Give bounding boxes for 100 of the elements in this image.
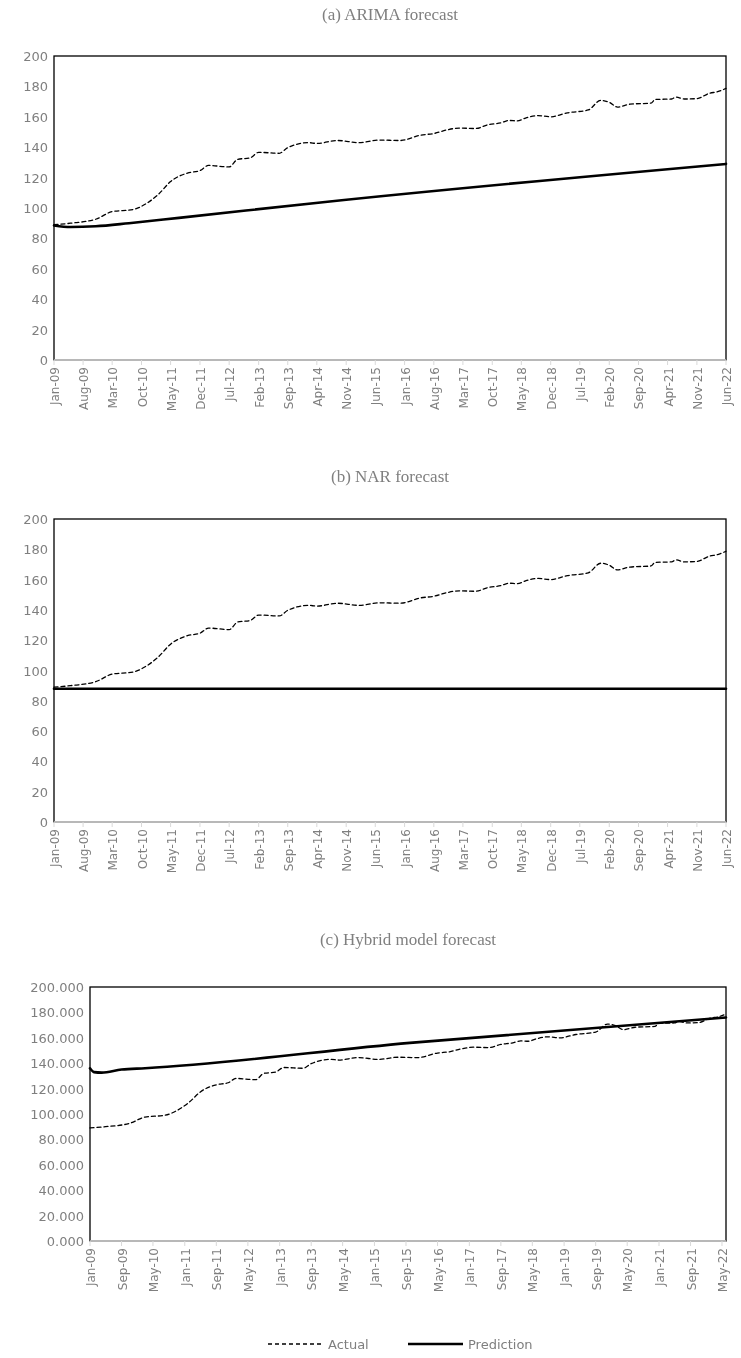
- y-tick-label: 0.000: [46, 1234, 84, 1249]
- y-tick-label: 0: [39, 353, 48, 368]
- legend-label: Prediction: [468, 1337, 533, 1352]
- x-tick-label: Sep-15: [399, 1248, 414, 1291]
- x-tick-label: Nov-21: [690, 367, 705, 410]
- x-tick-label: Dec-18: [544, 367, 559, 410]
- y-tick-label: 180: [23, 542, 48, 558]
- x-tick-label: Jul-12: [223, 367, 238, 403]
- x-tick-label: May-14: [336, 1248, 351, 1293]
- x-tick-label: Sep-20: [632, 367, 647, 410]
- x-tick-label: Feb-13: [252, 829, 267, 870]
- x-tick-label: May-11: [164, 829, 179, 874]
- x-tick-label: Jan-13: [273, 1248, 288, 1288]
- y-tick-label: 40: [31, 292, 48, 308]
- y-tick-label: 20: [31, 784, 48, 800]
- x-tick-label: Sep-19: [589, 1248, 604, 1291]
- x-tick-label: Oct-10: [135, 829, 150, 870]
- x-tick-label: Sep-13: [281, 829, 296, 872]
- y-tick-label: 120: [23, 170, 48, 186]
- x-tick-label: Jan-16: [398, 829, 413, 869]
- x-tick-label: Feb-13: [252, 367, 267, 408]
- x-tick-label: Jan-19: [558, 1248, 573, 1288]
- y-tick-label: 160: [23, 572, 48, 588]
- x-tick-label: Apr-14: [310, 829, 325, 869]
- y-tick-label: 200.000: [30, 980, 84, 995]
- y-tick-label: 180: [23, 79, 48, 95]
- y-tick-label: 20.000: [38, 1208, 84, 1224]
- x-tick-label: Aug-16: [427, 367, 442, 411]
- x-tick-label: Mar-10: [106, 829, 121, 871]
- x-tick-label: Feb-20: [603, 829, 618, 870]
- x-tick-label: Jul-12: [223, 829, 238, 865]
- x-tick-label: Jan-21: [653, 1248, 668, 1288]
- x-tick-label: May-12: [241, 1248, 256, 1293]
- x-tick-label: Aug-09: [77, 829, 92, 873]
- chart-title: (b) NAR forecast: [330, 467, 450, 486]
- y-tick-label: 0: [39, 815, 48, 830]
- y-tick-label: 40.000: [38, 1183, 84, 1199]
- x-tick-label: Jan-09: [48, 829, 62, 869]
- x-tick-label: Sep-13: [281, 367, 296, 410]
- x-tick-label: Dec-11: [193, 367, 208, 410]
- y-tick-label: 60.000: [38, 1157, 84, 1173]
- x-tick-label: Apr-21: [661, 367, 676, 407]
- x-tick-label: May-11: [164, 367, 179, 412]
- x-tick-label: Jun-15: [369, 829, 384, 869]
- x-tick-label: Dec-11: [193, 829, 208, 872]
- x-tick-label: Oct-17: [486, 367, 501, 408]
- y-tick-label: 160: [23, 109, 48, 125]
- x-tick-label: Nov-21: [690, 829, 705, 872]
- x-tick-label: Jan-09: [84, 1248, 98, 1288]
- y-tick-label: 80.000: [38, 1132, 84, 1148]
- x-tick-label: Jun-22: [720, 829, 734, 869]
- x-tick-label: Mar-10: [106, 367, 121, 409]
- y-tick-label: 160.000: [30, 1030, 84, 1046]
- x-tick-label: Jun-22: [720, 367, 734, 407]
- x-tick-label: Dec-18: [544, 829, 559, 872]
- y-tick-label: 120.000: [30, 1081, 84, 1097]
- y-tick-label: 20: [31, 322, 48, 338]
- x-tick-label: Jul-19: [573, 367, 588, 403]
- y-tick-label: 100: [23, 663, 48, 679]
- x-tick-label: May-16: [431, 1248, 446, 1293]
- chart-title: (c) Hybrid model forecast: [319, 930, 497, 949]
- legend-label: Actual: [328, 1337, 369, 1352]
- y-tick-label: 140: [23, 140, 48, 156]
- x-tick-label: Sep-17: [494, 1248, 509, 1291]
- y-tick-label: 100: [23, 201, 48, 216]
- y-tick-label: 60: [31, 261, 48, 277]
- y-tick-label: 60: [31, 724, 48, 740]
- x-tick-label: Jan-09: [48, 367, 62, 407]
- x-tick-label: May-20: [621, 1248, 636, 1293]
- x-tick-label: Jan-17: [463, 1248, 478, 1288]
- x-tick-label: Sep-21: [684, 1248, 699, 1291]
- x-tick-label: Aug-16: [427, 829, 442, 873]
- x-tick-label: Feb-20: [603, 367, 618, 408]
- x-tick-label: Mar-17: [456, 829, 471, 871]
- x-tick-label: May-22: [715, 1248, 730, 1293]
- x-tick-label: May-10: [146, 1248, 161, 1293]
- x-tick-label: Jun-15: [369, 367, 384, 407]
- x-tick-label: May-18: [526, 1248, 541, 1293]
- y-tick-label: 200: [23, 512, 48, 527]
- x-tick-label: May-18: [515, 829, 530, 874]
- x-tick-label: Jan-15: [368, 1248, 383, 1288]
- y-tick-label: 180.000: [30, 1005, 84, 1021]
- x-tick-label: Jul-19: [573, 829, 588, 865]
- y-tick-label: 140.000: [30, 1056, 84, 1072]
- x-tick-label: Oct-10: [135, 367, 150, 408]
- x-tick-label: May-18: [515, 367, 530, 412]
- x-tick-label: Apr-21: [661, 829, 676, 869]
- y-tick-label: 100.000: [30, 1107, 84, 1122]
- x-tick-label: Nov-14: [340, 829, 355, 872]
- x-tick-label: Sep-13: [305, 1248, 320, 1291]
- x-tick-label: Mar-17: [456, 367, 471, 409]
- y-tick-label: 80: [31, 231, 48, 247]
- x-tick-label: Nov-14: [340, 367, 355, 410]
- y-tick-label: 140: [23, 602, 48, 618]
- y-tick-label: 80: [31, 693, 48, 709]
- y-tick-label: 40: [31, 754, 48, 770]
- x-tick-label: Sep-11: [210, 1248, 225, 1291]
- x-tick-label: Sep-20: [632, 829, 647, 872]
- x-tick-label: Oct-17: [486, 829, 501, 870]
- x-tick-label: Sep-09: [115, 1248, 130, 1291]
